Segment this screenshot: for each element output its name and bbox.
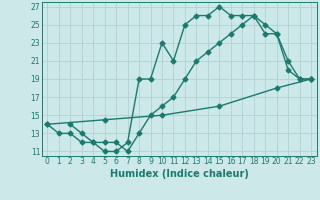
- X-axis label: Humidex (Indice chaleur): Humidex (Indice chaleur): [110, 169, 249, 179]
